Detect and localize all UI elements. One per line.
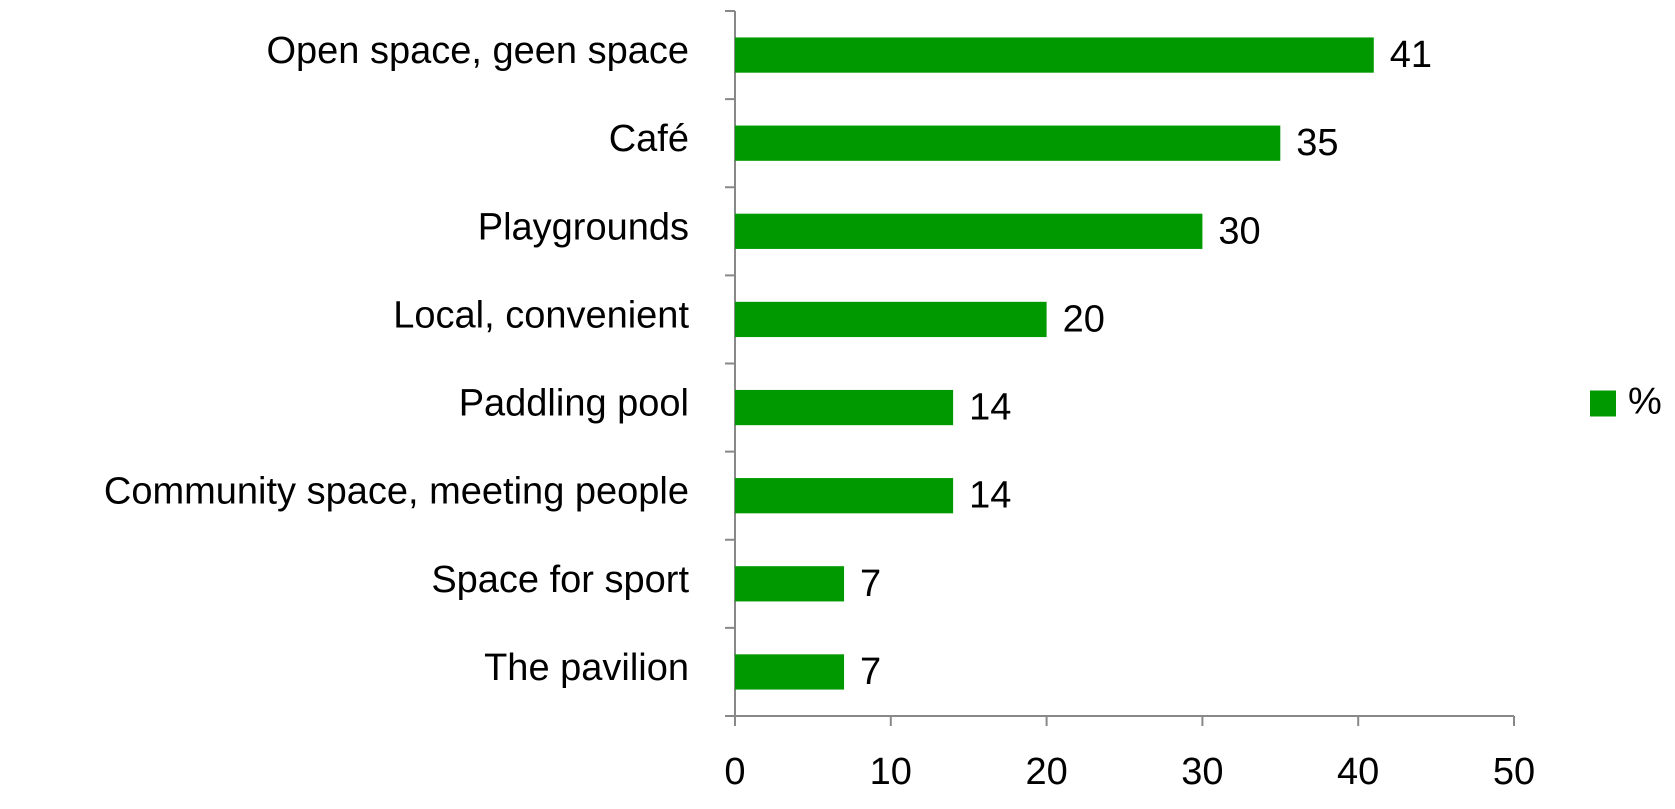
bar [735, 37, 1374, 73]
data-label: 30 [1218, 210, 1260, 252]
x-tick-label: 0 [724, 751, 745, 793]
data-label: 14 [969, 475, 1011, 517]
data-label: 7 [860, 651, 881, 693]
legend-label: % [1628, 381, 1662, 423]
data-label: 7 [860, 563, 881, 605]
y-tick-label: Paddling pool [459, 383, 689, 425]
data-label: 35 [1296, 122, 1338, 164]
y-tick-label: Open space, geen space [266, 30, 689, 72]
y-tick-label: The pavilion [484, 647, 689, 689]
bar [735, 478, 954, 514]
x-tick-label: 20 [1025, 751, 1067, 793]
y-tick-label: Café [609, 118, 689, 160]
bar [735, 654, 845, 690]
data-label: 14 [969, 387, 1011, 429]
bar [735, 566, 845, 602]
legend-swatch [1590, 390, 1616, 417]
x-tick-label: 50 [1493, 751, 1535, 793]
y-tick-label: Community space, meeting people [104, 471, 689, 513]
bar [735, 125, 1281, 161]
bar [735, 389, 954, 426]
x-tick-label: 40 [1337, 751, 1379, 793]
y-tick-label: Local, convenient [393, 294, 689, 336]
bar [735, 213, 1203, 249]
y-tick-label: Space for sport [431, 559, 689, 601]
data-label: 41 [1390, 34, 1432, 76]
x-tick-label: 30 [1181, 751, 1223, 793]
y-tick-label: Playgrounds [478, 206, 689, 248]
bar [735, 301, 1047, 338]
x-tick-label: 10 [870, 751, 912, 793]
data-label: 20 [1063, 298, 1105, 340]
